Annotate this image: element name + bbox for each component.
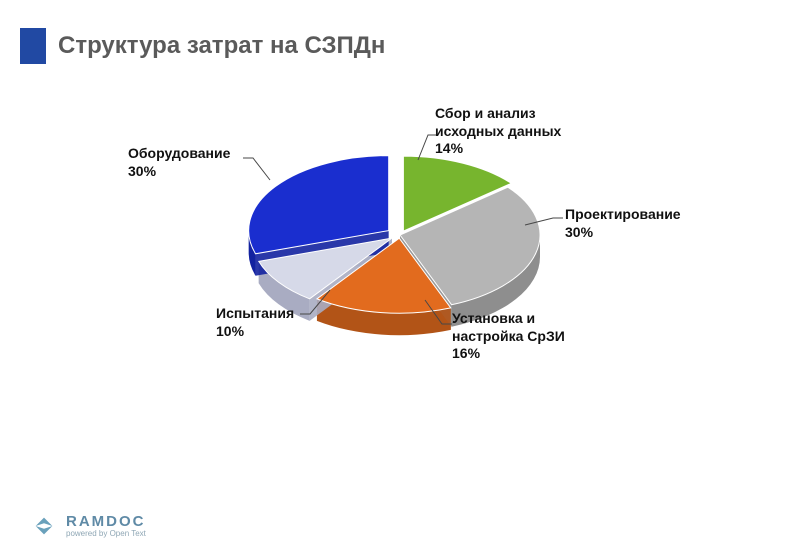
- label-line: 10%: [216, 323, 294, 341]
- footer-text: RAMDOC powered by Open Text: [66, 513, 146, 538]
- label-line: Установка и: [452, 310, 565, 328]
- label-line: настройка СрЗИ: [452, 328, 565, 346]
- page-title: Структура затрат на СЗПДн: [58, 32, 385, 60]
- title-bar: Структура затрат на СЗПДн: [0, 0, 800, 64]
- label-test: Испытания10%: [216, 305, 294, 340]
- brand-logo-icon: [30, 516, 58, 536]
- leader-equip: [243, 158, 270, 180]
- label-line: Испытания: [216, 305, 294, 323]
- label-line: 30%: [565, 224, 681, 242]
- label-collect: Сбор и анализисходных данных14%: [435, 105, 561, 158]
- label-line: 16%: [452, 345, 565, 363]
- label-line: 30%: [128, 163, 230, 181]
- label-line: исходных данных: [435, 123, 561, 141]
- pie-svg: [0, 90, 800, 450]
- footer-sub: powered by Open Text: [66, 529, 146, 538]
- footer: RAMDOC powered by Open Text: [30, 513, 146, 538]
- label-line: Проектирование: [565, 206, 681, 224]
- label-line: Оборудование: [128, 145, 230, 163]
- title-accent: [20, 28, 46, 64]
- label-line: Сбор и анализ: [435, 105, 561, 123]
- label-design: Проектирование30%: [565, 206, 681, 241]
- label-line: 14%: [435, 140, 561, 158]
- label-install: Установка инастройка СрЗИ16%: [452, 310, 565, 363]
- footer-brand: RAMDOC: [66, 513, 146, 530]
- slide: Структура затрат на СЗПДн Сбор и анализи…: [0, 0, 800, 554]
- pie-chart: Сбор и анализисходных данных14% Проектиро…: [0, 90, 800, 450]
- label-equip: Оборудование30%: [128, 145, 230, 180]
